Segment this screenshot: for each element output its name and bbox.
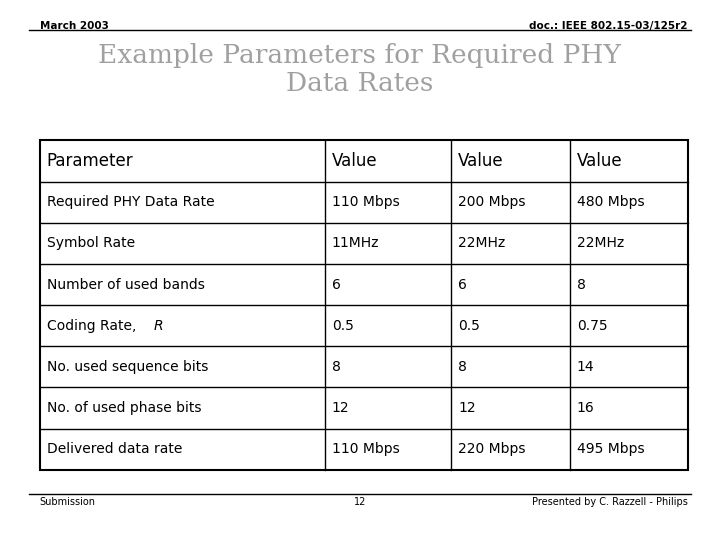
Text: 0.75: 0.75	[577, 319, 608, 333]
Text: 8: 8	[458, 360, 467, 374]
Text: 22MHz: 22MHz	[458, 237, 505, 251]
Text: Number of used bands: Number of used bands	[47, 278, 204, 292]
Text: 22MHz: 22MHz	[577, 237, 624, 251]
Text: 6: 6	[458, 278, 467, 292]
Text: 8: 8	[577, 278, 586, 292]
Text: 12: 12	[354, 497, 366, 507]
Text: 6: 6	[332, 278, 341, 292]
Text: Value: Value	[577, 152, 623, 170]
Text: 200 Mbps: 200 Mbps	[458, 195, 526, 209]
Text: R: R	[153, 319, 163, 333]
Text: Data Rates: Data Rates	[287, 71, 433, 96]
Text: Value: Value	[332, 152, 377, 170]
Text: Example Parameters for Required PHY: Example Parameters for Required PHY	[99, 43, 621, 68]
Text: 0.5: 0.5	[332, 319, 354, 333]
Text: Required PHY Data Rate: Required PHY Data Rate	[47, 195, 215, 209]
Text: 110 Mbps: 110 Mbps	[332, 195, 400, 209]
Text: 220 Mbps: 220 Mbps	[458, 442, 526, 456]
Text: March 2003: March 2003	[40, 21, 109, 31]
Text: 12: 12	[332, 401, 349, 415]
Text: No. used sequence bits: No. used sequence bits	[47, 360, 208, 374]
Text: 110 Mbps: 110 Mbps	[332, 442, 400, 456]
Text: Coding Rate,: Coding Rate,	[47, 319, 140, 333]
Text: Value: Value	[458, 152, 504, 170]
Text: 14: 14	[577, 360, 595, 374]
Text: Presented by C. Razzell - Philips: Presented by C. Razzell - Philips	[532, 497, 688, 507]
Text: Parameter: Parameter	[47, 152, 133, 170]
Text: doc.: IEEE 802.15-03/125r2: doc.: IEEE 802.15-03/125r2	[529, 21, 688, 31]
Text: Submission: Submission	[40, 497, 96, 507]
Text: 12: 12	[458, 401, 476, 415]
Text: 480 Mbps: 480 Mbps	[577, 195, 644, 209]
Text: 8: 8	[332, 360, 341, 374]
Text: 11MHz: 11MHz	[332, 237, 379, 251]
Text: 16: 16	[577, 401, 595, 415]
Text: 0.5: 0.5	[458, 319, 480, 333]
Text: Symbol Rate: Symbol Rate	[47, 237, 135, 251]
Text: No. of used phase bits: No. of used phase bits	[47, 401, 202, 415]
Text: Delivered data rate: Delivered data rate	[47, 442, 182, 456]
Text: 495 Mbps: 495 Mbps	[577, 442, 644, 456]
